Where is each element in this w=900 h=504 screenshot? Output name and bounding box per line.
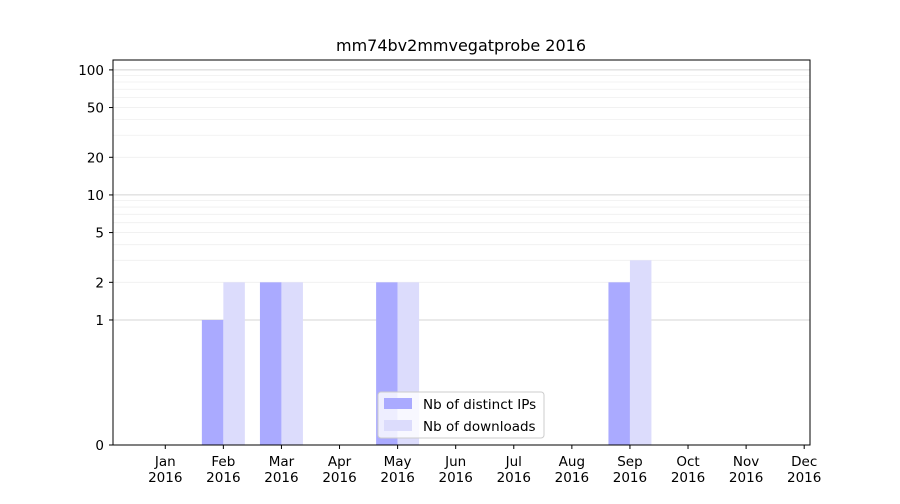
y-tick-label: 20 <box>87 150 104 166</box>
x-tick-label-year: 2016 <box>439 470 473 486</box>
x-tick-label-month: May <box>384 454 412 470</box>
legend-label: Nb of distinct IPs <box>423 397 536 413</box>
x-tick-label-year: 2016 <box>322 470 356 486</box>
y-axis: 0 1 2 5 10 20 50 100 <box>78 63 113 454</box>
y-tick-label: 1 <box>95 313 104 329</box>
x-tick-label-year: 2016 <box>380 470 414 486</box>
x-axis: Jan2016Feb2016Mar2016Apr2016May2016Jun20… <box>148 445 821 486</box>
x-tick-label-year: 2016 <box>729 470 763 486</box>
y-tick-label: 2 <box>95 275 104 291</box>
bar-ips <box>201 319 224 445</box>
x-tick-label-month: Oct <box>676 454 699 470</box>
x-tick-label-month: Dec <box>791 454 817 470</box>
chart-title: mm74bv2mmvegatprobe 2016 <box>336 36 586 55</box>
x-tick-label-year: 2016 <box>613 470 647 486</box>
x-tick-label-year: 2016 <box>148 470 182 486</box>
y-tick-label: 50 <box>87 101 104 117</box>
bar-downloads <box>281 282 303 445</box>
bar-downloads <box>629 260 652 445</box>
plot-frame <box>112 59 811 446</box>
x-tick-label-month: Sep <box>617 454 642 470</box>
bar-downloads <box>223 282 245 445</box>
legend-label: Nb of downloads <box>423 419 536 435</box>
x-tick-label-month: Jul <box>505 454 522 470</box>
x-tick-label-month: Jun <box>444 454 466 470</box>
bar-ips <box>608 282 630 445</box>
grid <box>113 69 810 321</box>
x-tick-label-year: 2016 <box>555 470 589 486</box>
x-tick-label-year: 2016 <box>497 470 531 486</box>
x-tick-label-month: Feb <box>211 454 235 470</box>
x-tick-label-year: 2016 <box>264 470 298 486</box>
x-tick-label-month: Aug <box>559 454 585 470</box>
legend-box <box>377 391 545 439</box>
x-tick-label-month: Nov <box>733 454 759 470</box>
x-tick-label-month: Mar <box>269 454 295 470</box>
x-tick-label-month: Jan <box>154 454 176 470</box>
legend-swatch <box>384 420 412 431</box>
legend: Nb of distinct IPs Nb of downloads <box>377 391 545 439</box>
x-tick-label-year: 2016 <box>671 470 705 486</box>
x-tick-label-month: Apr <box>328 454 352 470</box>
legend-swatch <box>384 398 412 409</box>
y-tick-label: 10 <box>87 188 104 204</box>
x-tick-label-year: 2016 <box>787 470 821 486</box>
y-tick-label: 100 <box>78 63 104 79</box>
y-tick-label: 0 <box>95 438 104 454</box>
y-tick-label: 5 <box>95 226 104 242</box>
x-tick-label-year: 2016 <box>206 470 240 486</box>
bar-ips <box>259 282 282 445</box>
